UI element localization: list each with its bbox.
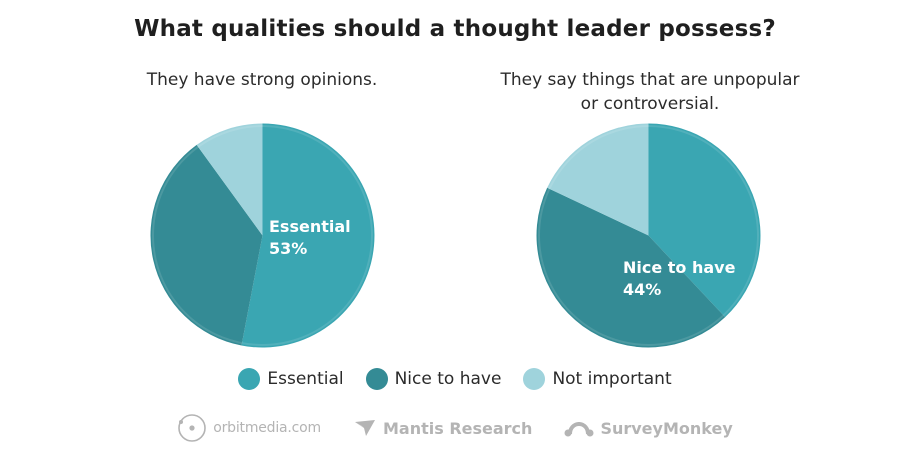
left-pie-ring [152, 125, 373, 346]
mantis-icon [354, 420, 375, 436]
right-pie-chart: Nice to have 44% [536, 123, 761, 348]
left-pie-slice-not-important [196, 123, 263, 236]
surveymonkey-icon [564, 422, 594, 437]
mantis-research-logo: Mantis Research [353, 418, 532, 438]
left-pie-chart: Essential 53% [150, 123, 375, 348]
right-pie-slice-essential [648, 123, 761, 318]
left-pie-slice-nice-to-have [150, 144, 263, 346]
legend-item-nice-to-have: Nice to have [365, 368, 502, 390]
orbitmedia-logo-text: orbitmedia.com [213, 420, 321, 436]
surveymonkey-logo: SurveyMonkey [564, 418, 733, 438]
legend-label-nice-to-have: Nice to have [394, 369, 502, 389]
left-pie-slice-essential [241, 123, 375, 348]
legend: Essential Nice to have Not important [0, 368, 910, 390]
left-slice-label-name: Essential [269, 217, 351, 236]
left-chart-subtitle: They have strong opinions. [146, 70, 378, 90]
legend-swatch-not-important [523, 368, 546, 390]
left-slice-label-value: 53% [269, 239, 307, 258]
right-chart-subtitle: They say things that are unpopular or co… [490, 68, 810, 116]
legend-label-not-important: Not important [552, 369, 672, 389]
footer-logos: orbitmedia.com Mantis Research SurveyMon… [0, 413, 910, 443]
right-pie-slice-nice-to-have [536, 187, 726, 348]
right-slice-label-value: 44% [623, 280, 661, 299]
chart-title: What qualities should a thought leader p… [134, 16, 776, 42]
surveymonkey-logo-text: SurveyMonkey [600, 418, 733, 438]
orbitmedia-logo: orbitmedia.com [177, 413, 321, 443]
right-pie-slice-not-important [547, 123, 649, 236]
legend-swatch-nice-to-have [365, 368, 388, 390]
right-chart-subtitle-text: They say things that are unpopular or co… [500, 70, 800, 114]
legend-label-essential: Essential [267, 369, 344, 389]
legend-swatch-essential [238, 368, 261, 390]
legend-item-essential: Essential [238, 368, 344, 390]
right-slice-label-name: Nice to have [623, 258, 736, 277]
right-pie-ring [538, 125, 759, 346]
mantis-research-logo-text: Mantis Research [382, 418, 533, 438]
legend-item-not-important: Not important [523, 368, 672, 390]
orbit-icon [178, 414, 207, 442]
